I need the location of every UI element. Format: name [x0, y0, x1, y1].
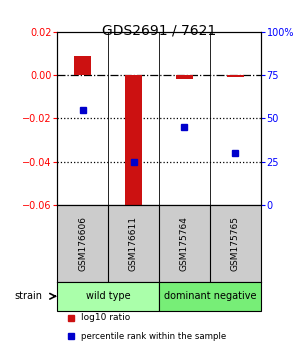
- Text: log10 ratio: log10 ratio: [82, 313, 131, 322]
- Bar: [74, 56, 91, 75]
- Text: percentile rank within the sample: percentile rank within the sample: [82, 332, 227, 341]
- Bar: [176, 75, 193, 79]
- Bar: [159, 282, 261, 311]
- Text: strain: strain: [14, 291, 42, 301]
- Text: GSM175764: GSM175764: [180, 216, 189, 271]
- Text: dominant negative: dominant negative: [164, 291, 256, 301]
- Bar: [57, 282, 159, 311]
- Text: GSM176606: GSM176606: [78, 216, 87, 271]
- Text: GSM176611: GSM176611: [129, 216, 138, 271]
- Bar: [125, 75, 142, 216]
- Bar: [227, 75, 244, 77]
- Text: wild type: wild type: [86, 291, 130, 301]
- Text: GSM175765: GSM175765: [231, 216, 240, 271]
- Text: GDS2691 / 7621: GDS2691 / 7621: [102, 23, 216, 37]
